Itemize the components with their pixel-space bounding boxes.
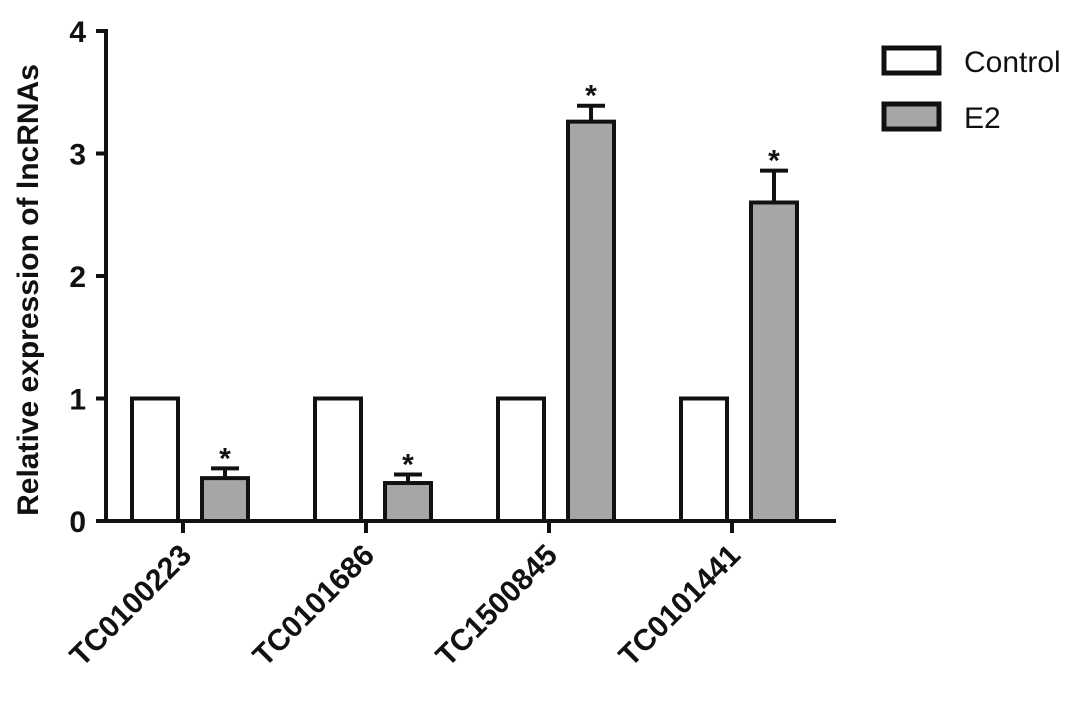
legend-label-e2: E2 — [964, 102, 1001, 135]
x-tick-label: TC1500845 — [430, 539, 564, 673]
bar-e2-tc0101686 — [383, 481, 433, 523]
y-tick-label: 4 — [69, 16, 86, 49]
chart-bars: * * * * — [130, 80, 799, 524]
chart-axes: 0 1 2 3 4 Relative expression of lncRNAs TC010… — [12, 16, 836, 673]
y-tick-label: 1 — [69, 384, 86, 417]
bar-e2-tc0100223 — [200, 476, 250, 523]
x-tick-label: TC0101686 — [247, 539, 381, 673]
bar-control-tc0101686 — [313, 396, 363, 523]
x-tick-label: TC0100223 — [64, 539, 198, 673]
bar-control-tc1500845 — [496, 396, 546, 523]
bar-e2-tc1500845 — [566, 119, 616, 524]
bar-control-tc0100223 — [130, 396, 180, 523]
y-axis-title: Relative expression of lncRNAs — [12, 64, 45, 516]
significance-mark: * — [402, 448, 414, 481]
significance-mark: * — [219, 442, 231, 475]
bar-control-tc0101441 — [679, 396, 729, 523]
legend-label-control: Control — [964, 46, 1061, 79]
x-tick-label: TC0101441 — [613, 539, 747, 673]
chart-legend: Control E2 — [881, 45, 1061, 135]
y-tick-label: 3 — [69, 139, 86, 172]
significance-mark: * — [768, 145, 780, 178]
bar-e2-tc0101441 — [749, 200, 799, 523]
legend-swatch-e2 — [881, 101, 942, 132]
y-tick-label: 2 — [69, 261, 86, 294]
y-tick-label: 0 — [69, 506, 86, 539]
significance-mark: * — [585, 80, 597, 113]
legend-swatch-control — [881, 45, 942, 76]
